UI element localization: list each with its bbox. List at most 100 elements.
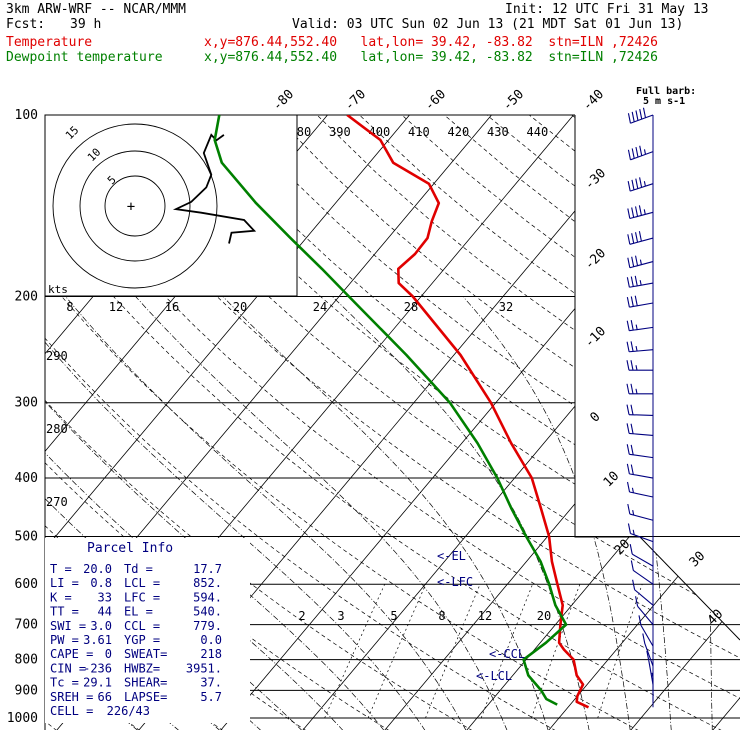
moist-adiabat xyxy=(45,296,385,730)
full-barb-label: Full barb: xyxy=(636,86,696,97)
wind-barb xyxy=(626,275,654,288)
theta-e-label: 390 xyxy=(329,125,351,139)
parcel-key: Tc = xyxy=(50,676,79,690)
parcel-value: 3.0 xyxy=(90,619,112,633)
theta-e-label: 420 xyxy=(448,125,470,139)
wind-barb xyxy=(627,177,654,192)
model-title: 3km ARW-WRF -- NCAR/MMM xyxy=(6,2,187,17)
mixing-ratio-label: 5 xyxy=(390,609,397,623)
mixing-ratio-label: 8 xyxy=(438,609,445,623)
parcel-key: CIN = xyxy=(50,661,86,675)
forecast-hour: 39 h xyxy=(70,17,102,32)
parcel-key: SREH = xyxy=(50,690,93,704)
wind-barb xyxy=(642,633,654,667)
forecast-label: Fcst: xyxy=(6,17,46,32)
hodograph-ring xyxy=(52,123,218,289)
parcel-info-title: Parcel Info xyxy=(87,541,173,556)
dry-adiabat xyxy=(45,115,723,730)
isotherm xyxy=(45,115,410,730)
parcel-value: 540. xyxy=(193,605,222,619)
wind-barb xyxy=(638,615,654,647)
parcel-value: 0 xyxy=(105,647,112,661)
parcel-key: SHEAR= xyxy=(124,676,167,690)
dry-adiabat xyxy=(316,115,740,730)
dry-adiabat xyxy=(613,115,740,730)
wind-barb xyxy=(630,560,654,585)
pressure-label-700: 700 xyxy=(15,618,38,633)
hodograph-trace xyxy=(172,133,257,244)
pressure-label-100: 100 xyxy=(15,108,38,123)
wind-barb xyxy=(629,544,654,567)
mixing-ratio-label: 20 xyxy=(537,609,551,623)
moist-adiabat xyxy=(693,296,713,730)
pressure-label-500: 500 xyxy=(15,529,38,544)
dry-adiabat xyxy=(45,115,740,730)
parcel-value: 779. xyxy=(193,619,222,633)
isotherm xyxy=(547,115,740,730)
parcel-key: Td = xyxy=(124,562,153,576)
full-barb-units: 5 m s-1 xyxy=(643,96,685,107)
isotherm-label: 10 xyxy=(601,469,623,491)
dry-adiabat xyxy=(486,115,740,730)
parcel-level-marker: <-LCL xyxy=(476,669,512,683)
hodograph-box xyxy=(44,114,298,297)
mixing-ratio-line xyxy=(425,584,481,719)
parcel-value: 20.0 xyxy=(83,562,112,576)
parcel-key: T = xyxy=(50,562,72,576)
dry-adiabat xyxy=(444,115,740,730)
wind-barb xyxy=(627,523,654,543)
temperature-legend: Temperature xyxy=(6,35,93,50)
pressure-label-300: 300 xyxy=(15,396,38,411)
isotherm xyxy=(465,115,740,730)
wind-barb xyxy=(626,481,654,498)
parcel-value: 852. xyxy=(193,576,222,590)
hodograph-speed-label: 12 xyxy=(109,300,123,314)
isotherm-label: -30 xyxy=(582,166,609,193)
theta-label: 290 xyxy=(46,349,68,363)
dewpoint-legend: Dewpoint temperature xyxy=(6,50,163,65)
parcel-value: 0.0 xyxy=(200,633,222,647)
parcel-value: 218 xyxy=(200,647,222,661)
dry-adiabat xyxy=(45,115,557,730)
moist-adiabat xyxy=(462,296,631,730)
isotherm xyxy=(301,115,740,730)
isotherm-label: 20 xyxy=(612,537,634,559)
parcel-level-marker: <-EL xyxy=(437,549,466,563)
valid-time: Valid: 03 UTC Sun 02 Jun 13 (21 MDT Sat … xyxy=(292,17,684,32)
wind-barb xyxy=(626,341,654,353)
hodograph-speed-label: 24 xyxy=(313,300,327,314)
moist-adiabat xyxy=(332,296,590,730)
mixing-ratio-line xyxy=(367,584,427,719)
parcel-key: LFC = xyxy=(124,590,160,604)
hodograph-speed-label: 20 xyxy=(233,300,247,314)
moist-adiabat xyxy=(45,296,426,730)
parcel-key: K = xyxy=(50,590,72,604)
mixing-ratio-line xyxy=(324,584,386,719)
wind-barb xyxy=(627,503,654,521)
init-time: Init: 12 UTC Fri 31 May 13 xyxy=(505,2,709,17)
parcel-value: 594. xyxy=(193,590,222,604)
moist-adiabat xyxy=(222,296,549,730)
parcel-value: 3951. xyxy=(186,661,222,675)
mixing-ratio-label: 2 xyxy=(298,609,305,623)
theta-e-label: 440 xyxy=(527,125,549,139)
parcel-value: 226/43 xyxy=(107,704,150,718)
hodograph-speed-label: 8 xyxy=(66,300,73,314)
parcel-value: 33 xyxy=(98,590,112,604)
dry-adiabat xyxy=(231,115,740,730)
wind-barb xyxy=(626,404,654,417)
isotherm-label: -50 xyxy=(500,87,527,114)
dry-adiabat xyxy=(698,115,740,730)
isotherm-label: -70 xyxy=(342,87,369,114)
theta-label: 270 xyxy=(46,495,68,509)
parcel-key: PW = xyxy=(50,633,79,647)
isotherm-label: 40 xyxy=(705,607,727,629)
parcel-info-panel xyxy=(45,538,250,723)
parcel-value: 44 xyxy=(98,605,112,619)
wind-barb xyxy=(627,107,654,124)
wind-barb xyxy=(626,463,654,479)
parcel-value: 3.61 xyxy=(83,633,112,647)
parcel-level-marker: <-LFC xyxy=(437,575,473,589)
wind-barb xyxy=(651,672,654,702)
